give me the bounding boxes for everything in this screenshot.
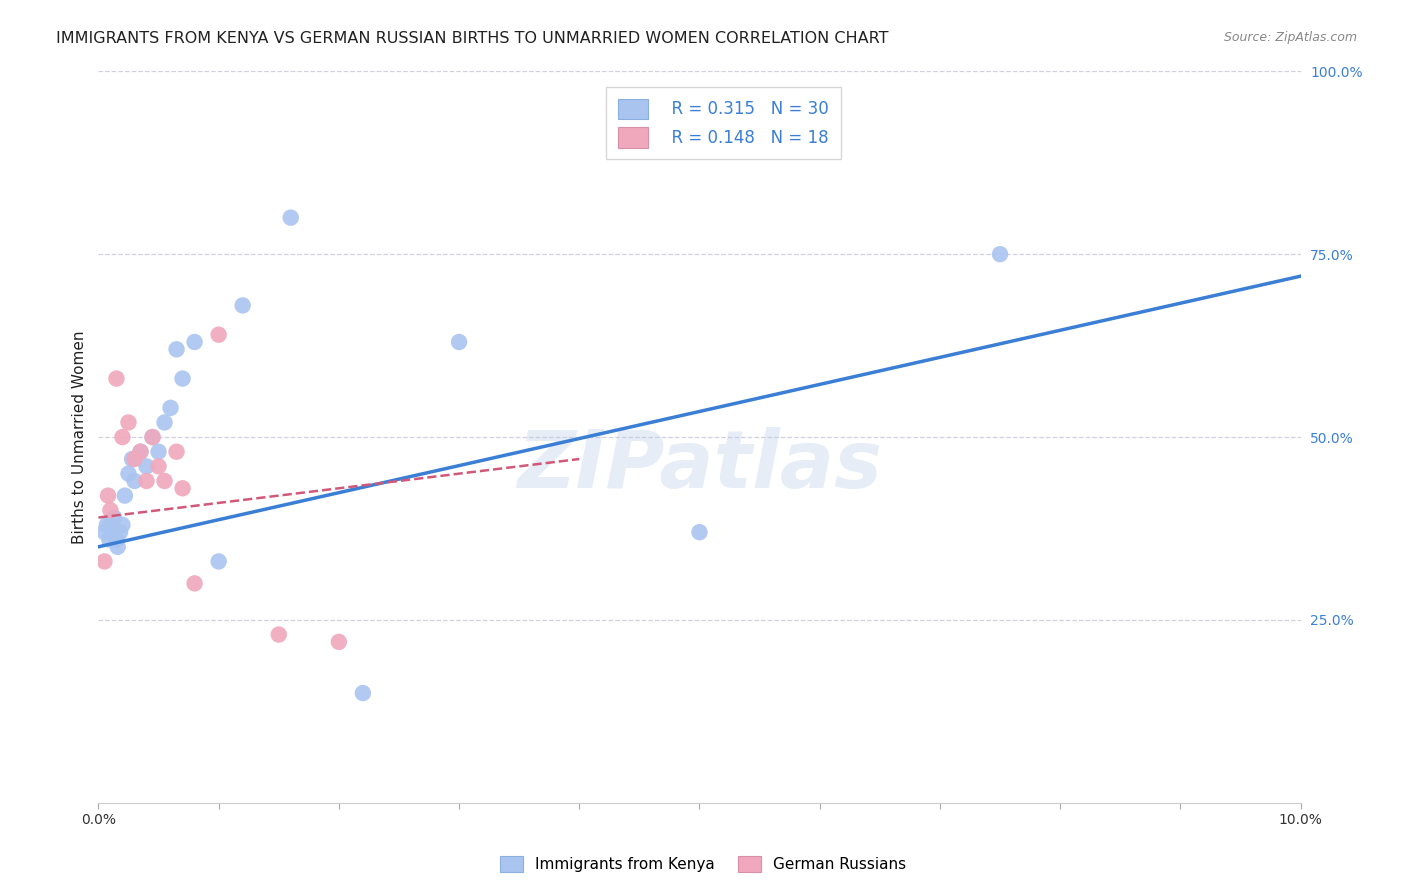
Point bbox=[124, 474, 146, 488]
Point bbox=[97, 489, 120, 503]
Point bbox=[135, 474, 157, 488]
Point bbox=[107, 540, 129, 554]
Point bbox=[93, 554, 115, 568]
Point bbox=[166, 444, 188, 458]
Point bbox=[100, 503, 122, 517]
Point bbox=[100, 517, 122, 532]
Point bbox=[141, 430, 163, 444]
Point bbox=[117, 416, 139, 430]
Point bbox=[101, 525, 124, 540]
Point bbox=[153, 416, 176, 430]
Point bbox=[105, 371, 128, 385]
Point bbox=[153, 474, 176, 488]
Point bbox=[103, 510, 125, 524]
Legend: Immigrants from Kenya, German Russians: Immigrants from Kenya, German Russians bbox=[492, 848, 914, 880]
Point bbox=[111, 430, 134, 444]
Point bbox=[117, 467, 139, 481]
Point bbox=[105, 533, 128, 547]
Point bbox=[352, 686, 374, 700]
Point bbox=[141, 430, 163, 444]
Point bbox=[447, 334, 470, 349]
Legend:   R = 0.315   N = 30,   R = 0.148   N = 18: R = 0.315 N = 30, R = 0.148 N = 18 bbox=[606, 87, 841, 160]
Point bbox=[108, 525, 131, 540]
Point bbox=[93, 525, 115, 540]
Point bbox=[129, 444, 152, 458]
Point bbox=[129, 444, 152, 458]
Point bbox=[166, 343, 188, 357]
Point bbox=[183, 334, 205, 349]
Point bbox=[208, 554, 231, 568]
Point bbox=[172, 371, 194, 385]
Point bbox=[111, 517, 134, 532]
Point bbox=[121, 452, 143, 467]
Point bbox=[98, 533, 121, 547]
Point bbox=[328, 635, 350, 649]
Point bbox=[689, 525, 711, 540]
Point bbox=[183, 576, 205, 591]
Point bbox=[232, 298, 254, 312]
Text: Source: ZipAtlas.com: Source: ZipAtlas.com bbox=[1223, 31, 1357, 45]
Point bbox=[267, 627, 290, 641]
Text: ZIPatlas: ZIPatlas bbox=[517, 427, 882, 506]
Text: IMMIGRANTS FROM KENYA VS GERMAN RUSSIAN BIRTHS TO UNMARRIED WOMEN CORRELATION CH: IMMIGRANTS FROM KENYA VS GERMAN RUSSIAN … bbox=[56, 31, 889, 46]
Y-axis label: Births to Unmarried Women: Births to Unmarried Women bbox=[72, 330, 87, 544]
Point bbox=[148, 444, 170, 458]
Point bbox=[988, 247, 1011, 261]
Point bbox=[172, 481, 194, 495]
Point bbox=[280, 211, 302, 225]
Point bbox=[159, 401, 181, 415]
Point bbox=[114, 489, 136, 503]
Point bbox=[96, 517, 118, 532]
Point bbox=[135, 459, 157, 474]
Point bbox=[148, 459, 170, 474]
Point bbox=[124, 452, 146, 467]
Point bbox=[208, 327, 231, 342]
